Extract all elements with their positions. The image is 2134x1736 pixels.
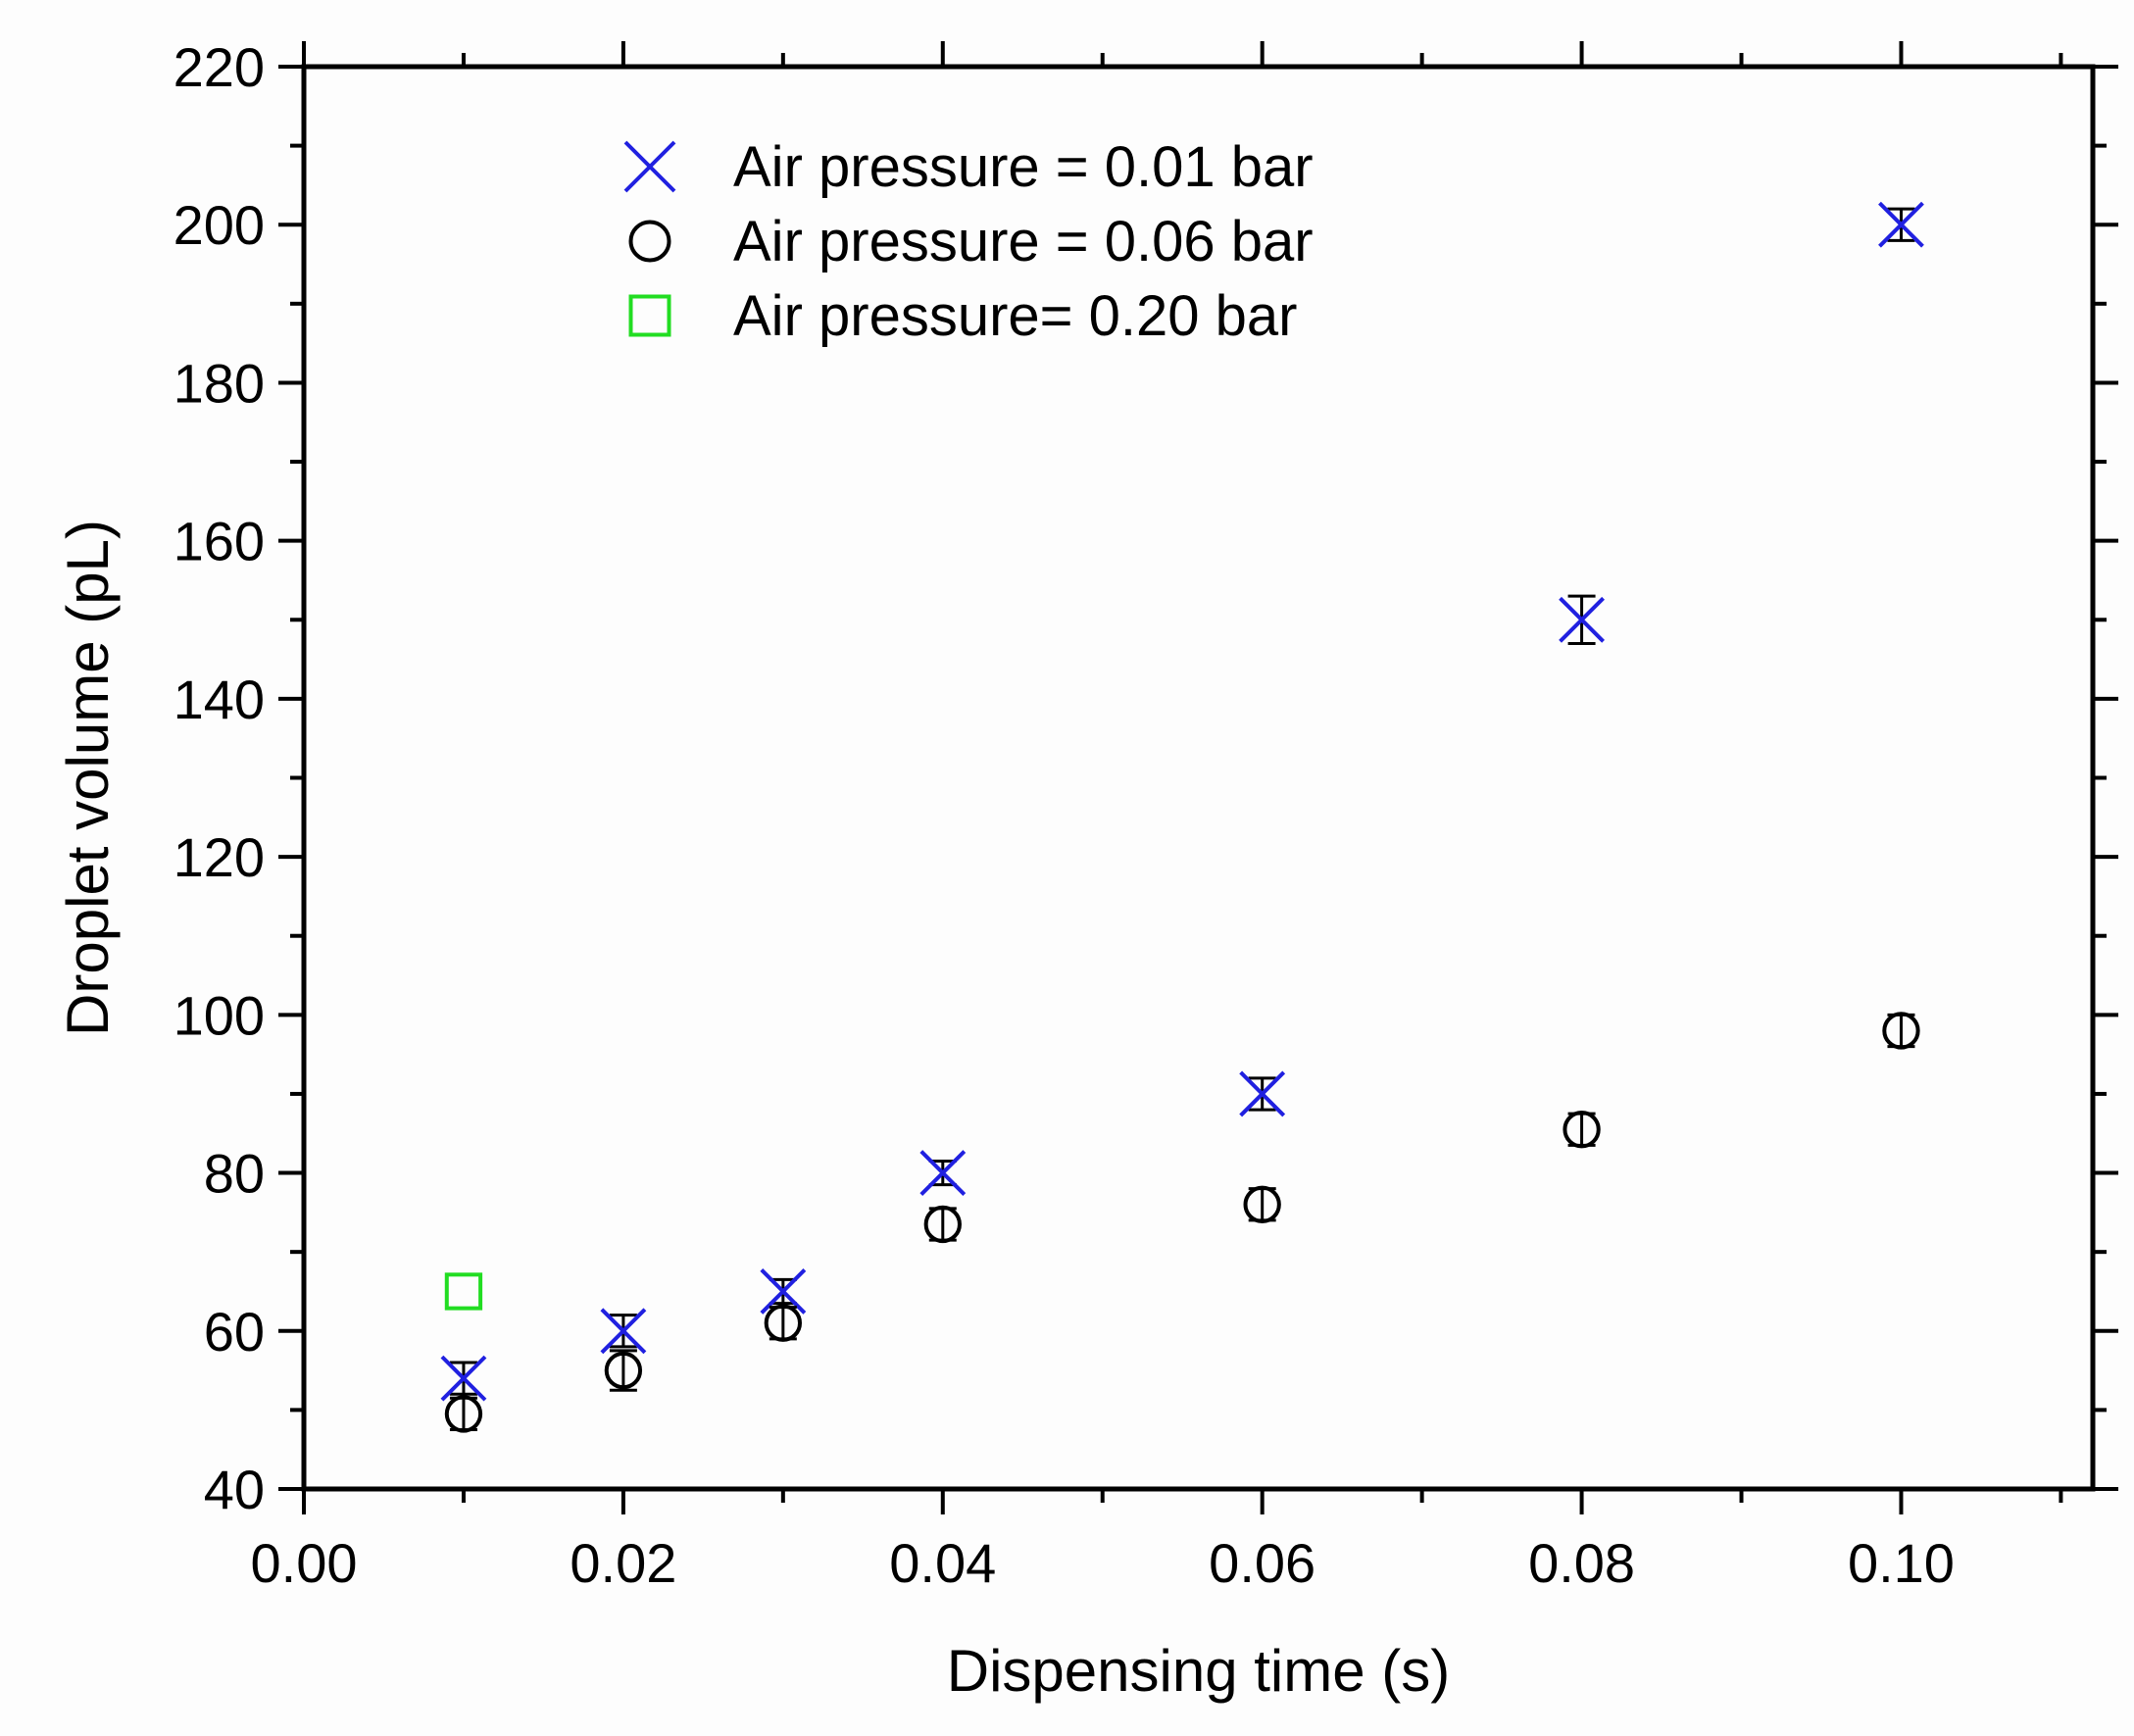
y-tick-label: 160 <box>174 511 265 572</box>
legend-label: Air pressure = 0.01 bar <box>733 135 1314 199</box>
data-point <box>444 1272 483 1311</box>
legend-label: Air pressure = 0.06 bar <box>733 210 1314 273</box>
error-bar <box>1248 1187 1276 1222</box>
x-axis-title: Dispensing time (s) <box>947 1638 1451 1704</box>
data-markers <box>440 201 1924 1433</box>
x-tick-label: 0.06 <box>1209 1532 1315 1594</box>
legend-item: Air pressure= 0.20 bar <box>628 284 1297 348</box>
x-tick-label: 0.04 <box>889 1532 996 1594</box>
data-point <box>1243 1185 1281 1223</box>
error-bar <box>609 1349 637 1392</box>
series-square <box>444 1272 483 1311</box>
marker-x-stroke <box>440 1355 487 1402</box>
error-bar <box>769 1306 797 1341</box>
data-point <box>1563 1111 1601 1149</box>
y-tick-label: 40 <box>204 1459 265 1520</box>
marker-x-stroke <box>1559 596 1605 643</box>
y-tick-label: 60 <box>204 1301 265 1363</box>
x-tick-label: 0.10 <box>1848 1532 1955 1594</box>
axis-ticks <box>278 41 2118 1514</box>
x-tick-label: 0.02 <box>570 1532 676 1594</box>
series-circle <box>444 1012 1920 1433</box>
y-tick-label: 80 <box>204 1143 265 1205</box>
error-bar <box>449 1396 477 1432</box>
legend-item: Air pressure = 0.01 bar <box>623 135 1314 199</box>
y-tick-label: 200 <box>174 194 265 256</box>
marker-x-stroke <box>919 1150 967 1196</box>
axis-tick-labels: 0.00 0.02 0.04 0.06 0.08 0.10 40 60 80 100 120 140 1… <box>174 36 1955 1594</box>
marker-x-stroke <box>1239 1070 1286 1117</box>
data-point <box>600 1308 647 1355</box>
data-point <box>764 1304 802 1342</box>
error-bar <box>928 1207 957 1242</box>
legend-marker <box>623 140 676 193</box>
legend-label: Air pressure= 0.20 bar <box>733 284 1297 348</box>
y-tick-label: 140 <box>174 669 265 730</box>
marker-x-stroke <box>600 1308 647 1355</box>
x-tick-label: 0.00 <box>251 1532 358 1594</box>
y-tick-label: 120 <box>174 826 265 888</box>
data-point <box>440 1355 487 1402</box>
data-point <box>444 1395 483 1433</box>
data-point <box>923 1205 962 1244</box>
marker-x-stroke <box>623 140 676 193</box>
x-tick-label: 0.08 <box>1528 1532 1635 1594</box>
legend-marker <box>628 294 671 337</box>
y-tick-label: 220 <box>174 36 265 98</box>
error-bar <box>1567 1112 1596 1147</box>
data-point <box>1239 1070 1286 1117</box>
plot-area <box>301 64 2096 1492</box>
marker-x-stroke <box>1878 201 1924 248</box>
legend-marker <box>628 220 671 263</box>
data-point <box>760 1268 807 1314</box>
series-x <box>440 201 1924 1402</box>
legend: Air pressure = 0.01 bar Air pressure = 0.… <box>623 135 1314 348</box>
y-tick-label: 180 <box>174 352 265 414</box>
data-point <box>1882 1012 1920 1050</box>
data-point <box>1878 201 1924 248</box>
legend-item: Air pressure = 0.06 bar <box>628 210 1314 273</box>
data-point <box>604 1351 643 1390</box>
y-axis-title: Droplet volume (pL) <box>55 520 121 1036</box>
data-point <box>1559 596 1605 643</box>
data-point <box>919 1150 967 1196</box>
error-bar <box>1887 1013 1915 1049</box>
y-tick-label: 100 <box>174 984 265 1046</box>
marker-x-stroke <box>760 1268 807 1314</box>
